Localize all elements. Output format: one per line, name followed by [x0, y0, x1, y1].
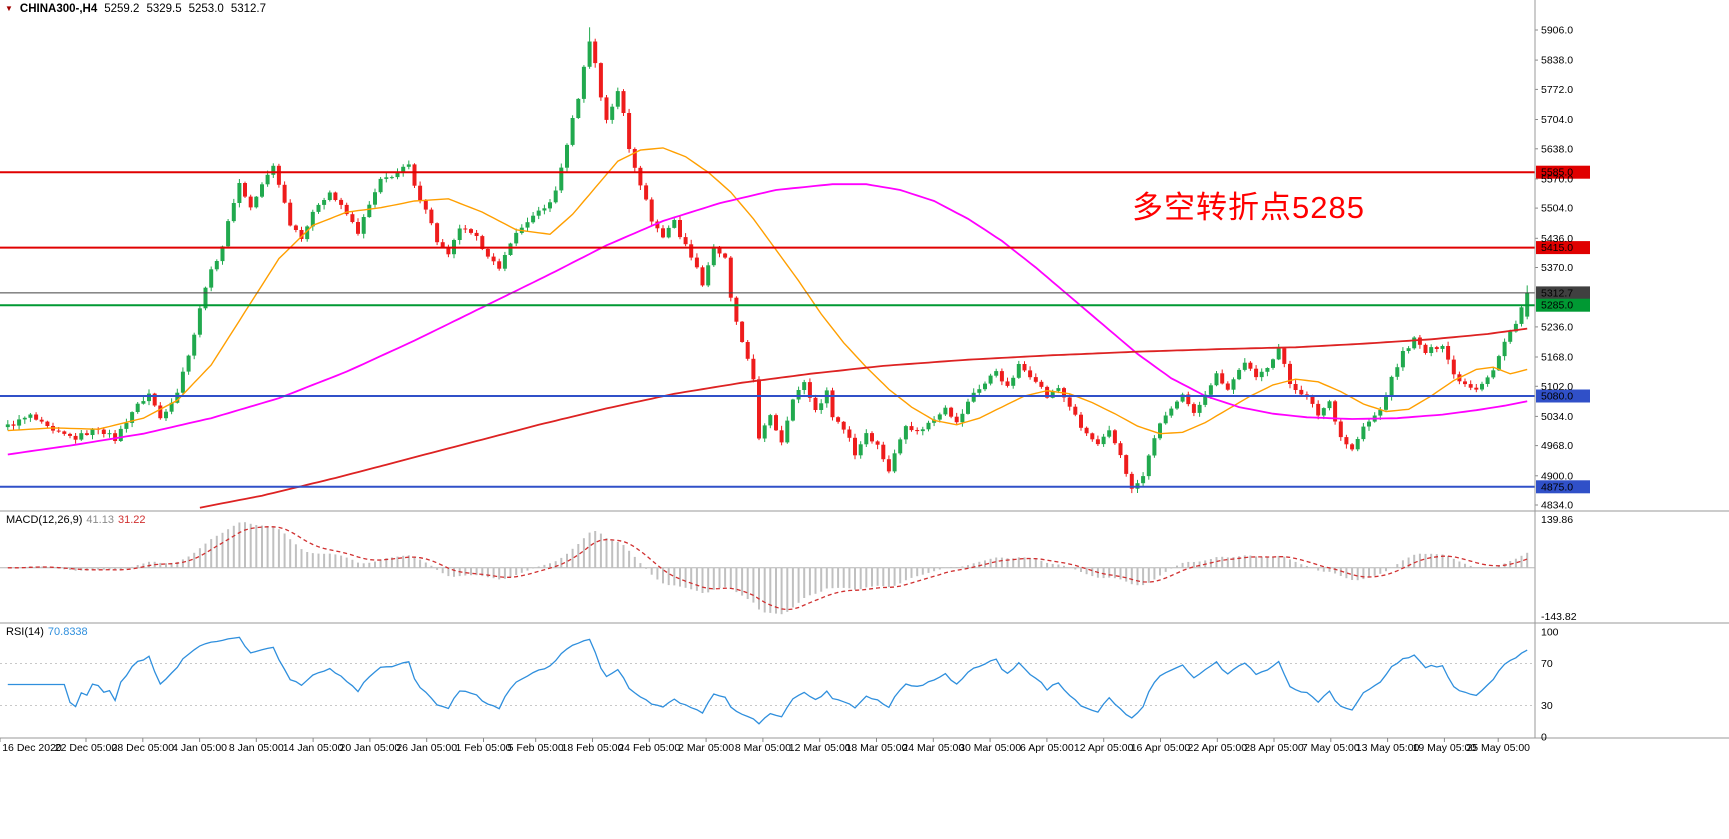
svg-text:22 Dec 05:00: 22 Dec 05:00 — [55, 742, 118, 754]
svg-text:1 Feb 05:00: 1 Feb 05:00 — [455, 742, 511, 754]
low-value: 5253.0 — [188, 3, 224, 15]
svg-text:30: 30 — [1541, 700, 1553, 712]
svg-text:25 May 05:00: 25 May 05:00 — [1466, 742, 1530, 754]
svg-text:4875.0: 4875.0 — [1541, 481, 1573, 493]
svg-text:16 Dec 2020: 16 Dec 2020 — [2, 742, 62, 754]
svg-text:5638.0: 5638.0 — [1541, 143, 1573, 155]
rsi-line — [7, 636, 1528, 725]
chart-plot-area[interactable] — [0, 0, 1535, 738]
svg-text:6 Apr 05:00: 6 Apr 05:00 — [1020, 742, 1074, 754]
svg-text:16 Apr 05:00: 16 Apr 05:00 — [1131, 742, 1191, 754]
svg-text:28 Apr 05:00: 28 Apr 05:00 — [1244, 742, 1304, 754]
svg-text:0: 0 — [1541, 732, 1547, 744]
svg-text:20 Jan 05:00: 20 Jan 05:00 — [340, 742, 401, 754]
price-tag-5415.0: 5415.0 — [1536, 241, 1590, 255]
price-tag-4875.0: 4875.0 — [1536, 480, 1590, 494]
price-axis-labels: 5906.0 5838.0 5772.0 5704.0 5638.0 5570.0 5504… — [1535, 25, 1573, 512]
price-tag-5285.0: 5285.0 — [1536, 298, 1590, 312]
svg-text:2 Mar 05:00: 2 Mar 05:00 — [678, 742, 734, 754]
ma-mid-line — [7, 183, 1528, 456]
rsi-value: 70.8338 — [47, 626, 88, 638]
svg-text:13 May 05:00: 13 May 05:00 — [1356, 742, 1420, 754]
symbol-info-bar: ▼ CHINA300-,H4 5259.2 5329.5 5253.0 5312… — [5, 3, 266, 15]
svg-text:5906.0: 5906.0 — [1541, 25, 1573, 37]
svg-text:24 Mar 05:00: 24 Mar 05:00 — [902, 742, 964, 754]
svg-text:5436.0: 5436.0 — [1541, 233, 1573, 245]
svg-text:5585.0: 5585.0 — [1541, 167, 1573, 179]
panel-separators — [0, 0, 1729, 739]
svg-text:5285.0: 5285.0 — [1541, 300, 1573, 312]
svg-text:28 Dec 05:00: 28 Dec 05:00 — [112, 742, 175, 754]
macd-axis-labels: 139.86 -143.82 — [1541, 514, 1577, 623]
macd-signal-value: 31.22 — [117, 514, 146, 526]
svg-text:30 Mar 05:00: 30 Mar 05:00 — [959, 742, 1021, 754]
svg-text:5772.0: 5772.0 — [1541, 84, 1573, 96]
svg-text:5168.0: 5168.0 — [1541, 352, 1573, 364]
rsi-name: RSI(14) — [6, 626, 44, 638]
svg-text:5570.0: 5570.0 — [1541, 173, 1573, 185]
svg-text:4900.0: 4900.0 — [1541, 470, 1573, 482]
svg-text:18 Feb 05:00: 18 Feb 05:00 — [562, 742, 624, 754]
symbol-timeframe-label: CHINA300-,H4 — [19, 3, 98, 15]
time-axis-labels: 16 Dec 202022 Dec 05:0028 Dec 05:004 Jan… — [0, 738, 1530, 754]
svg-text:5312.7: 5312.7 — [1541, 287, 1573, 299]
svg-text:12 Mar 05:00: 12 Mar 05:00 — [789, 742, 851, 754]
svg-text:5838.0: 5838.0 — [1541, 55, 1573, 67]
svg-text:22 Apr 05:00: 22 Apr 05:00 — [1188, 742, 1248, 754]
svg-text:5 Feb 05:00: 5 Feb 05:00 — [508, 742, 564, 754]
svg-text:5504.0: 5504.0 — [1541, 203, 1573, 215]
svg-text:7 May 05:00: 7 May 05:00 — [1302, 742, 1360, 754]
svg-text:-143.82: -143.82 — [1541, 611, 1577, 623]
time-axis[interactable] — [0, 738, 1535, 760]
svg-text:24 Feb 05:00: 24 Feb 05:00 — [618, 742, 680, 754]
rsi-level-lines — [0, 663, 1535, 706]
svg-text:5415.0: 5415.0 — [1541, 242, 1573, 254]
svg-text:26 Jan 05:00: 26 Jan 05:00 — [396, 742, 457, 754]
price-tag-5585.0: 5585.0 — [1536, 165, 1590, 179]
svg-text:5034.0: 5034.0 — [1541, 411, 1573, 423]
candlestick-series — [5, 27, 1530, 494]
svg-text:18 Mar 05:00: 18 Mar 05:00 — [846, 742, 908, 754]
svg-text:70: 70 — [1541, 658, 1553, 670]
open-value: 5259.2 — [104, 3, 140, 15]
svg-text:8 Jan 05:00: 8 Jan 05:00 — [229, 742, 284, 754]
chart-annotation-text[interactable]: 多空转折点5285 — [1132, 190, 1365, 225]
svg-text:5236.0: 5236.0 — [1541, 321, 1573, 333]
svg-text:8 Mar 05:00: 8 Mar 05:00 — [735, 742, 791, 754]
price-tag-5080.0: 5080.0 — [1536, 389, 1590, 403]
ma-slow-line — [199, 327, 1528, 509]
price-tag-5312.7: 5312.7 — [1536, 286, 1590, 300]
svg-text:14 Jan 05:00: 14 Jan 05:00 — [283, 742, 344, 754]
svg-text:4834.0: 4834.0 — [1541, 500, 1573, 512]
macd-indicator-label: MACD(12,26,9) 41.13 31.22 — [6, 514, 145, 526]
macd-main-value: 41.13 — [86, 514, 114, 526]
macd-name: MACD(12,26,9) — [6, 514, 83, 526]
svg-text:12 Apr 05:00: 12 Apr 05:00 — [1074, 742, 1134, 754]
svg-text:5080.0: 5080.0 — [1541, 391, 1573, 403]
svg-text:5370.0: 5370.0 — [1541, 262, 1573, 274]
rsi-axis-labels: 100 70 30 0 — [1541, 627, 1559, 744]
rsi-indicator-label: RSI(14) 70.8338 — [6, 626, 88, 638]
svg-text:4968.0: 4968.0 — [1541, 440, 1573, 452]
collapse-panel-icon[interactable]: ▼ — [5, 4, 13, 13]
svg-text:5102.0: 5102.0 — [1541, 381, 1573, 393]
price-axis[interactable] — [1535, 0, 1729, 738]
svg-text:4 Jan 05:00: 4 Jan 05:00 — [172, 742, 227, 754]
svg-text:19 May 05:00: 19 May 05:00 — [1413, 742, 1477, 754]
svg-text:5704.0: 5704.0 — [1541, 114, 1573, 126]
chart-canvas: 5585.05415.05312.75285.05080.04875.05906… — [0, 0, 1729, 760]
macd-histogram — [12, 522, 1529, 615]
svg-text:100: 100 — [1541, 627, 1559, 639]
macd-signal-line — [7, 526, 1528, 611]
ma-fast-line — [7, 147, 1528, 435]
close-value: 5312.7 — [230, 3, 266, 15]
high-value: 5329.5 — [146, 3, 182, 15]
svg-text:139.86: 139.86 — [1541, 514, 1573, 526]
